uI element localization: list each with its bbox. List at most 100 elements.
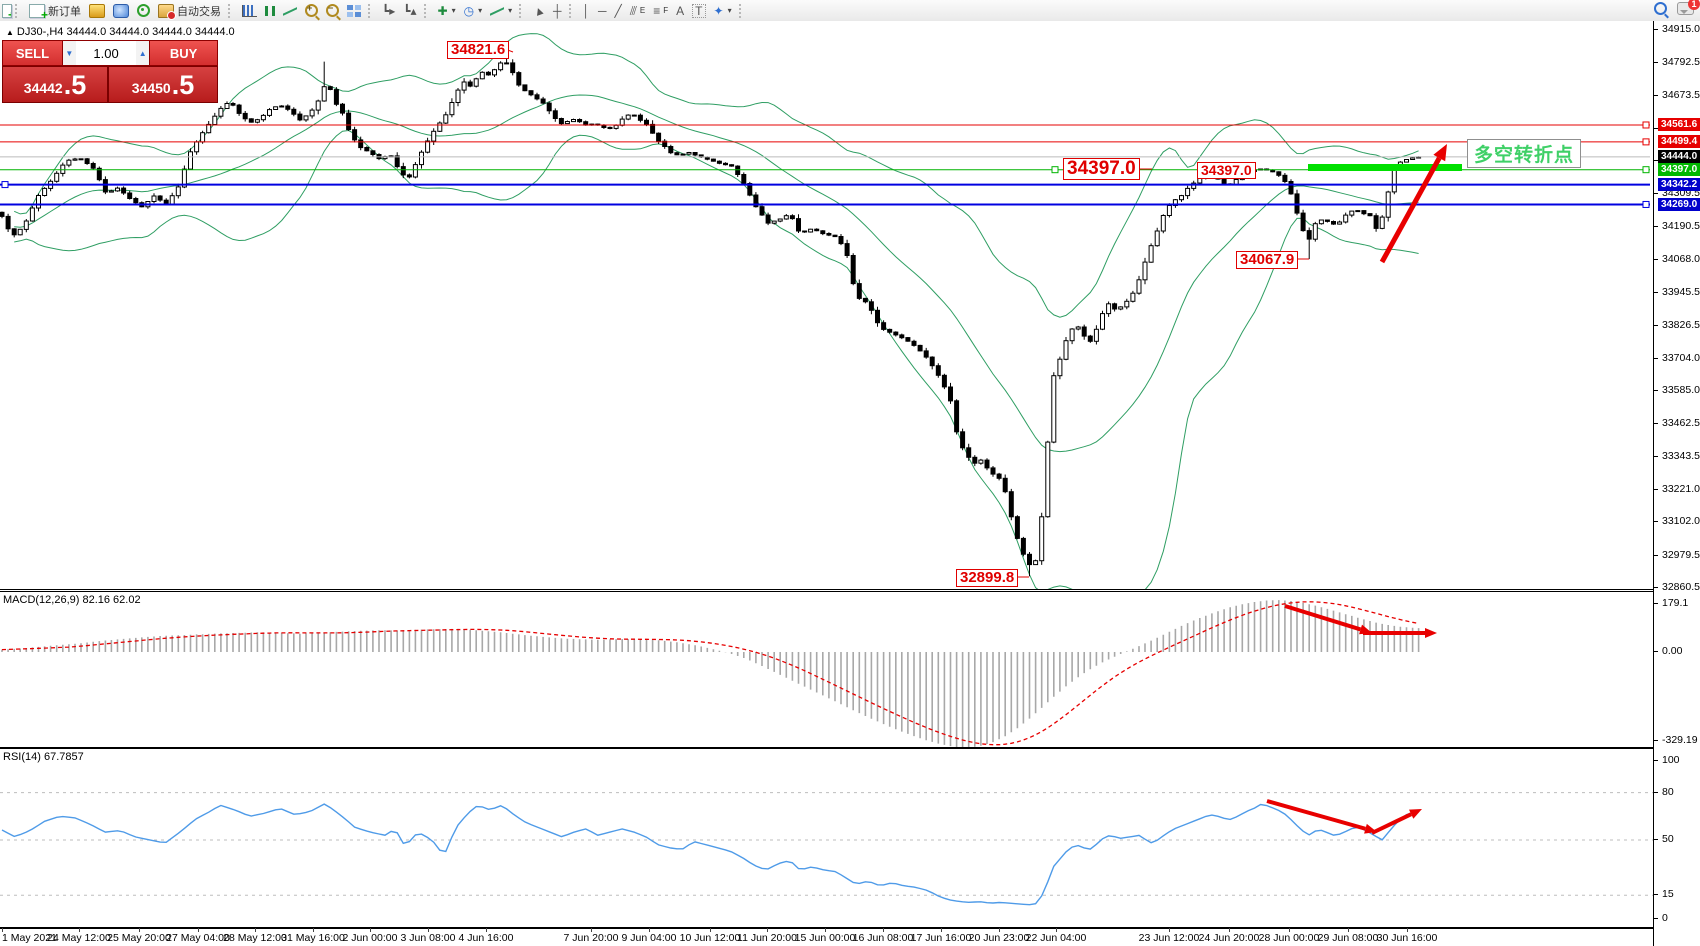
symbol-ohlc-text: DJ30-,H4 34444.0 34444.0 34444.0 34444.0 [16,26,235,38]
volume-decrease-button[interactable]: ▼ [62,41,76,65]
time-axis-label[interactable]: 24 Jun 20:00 [1198,932,1260,944]
time-axis-label[interactable]: 30 Jun 16:00 [1376,932,1438,944]
zoom-in-button[interactable]: + [301,1,322,20]
chart-shift-icon: ┗▸ [382,3,396,18]
price-axis[interactable]: 34915.034792.534673.534551.034432.034309… [1653,21,1700,946]
auto-scroll-button[interactable]: ┗▴ [399,1,420,20]
sell-price-button[interactable]: 34442 .5 [2,66,109,103]
rsi-panel[interactable]: RSI(14) 67.7857 [0,748,1653,929]
time-axis-label[interactable]: 15 Jun 00:00 [794,932,856,944]
vertical-line-icon: │ [582,3,591,18]
volume-input[interactable]: 1.00 [93,45,119,61]
sell-button[interactable]: SELL [2,40,62,66]
zoom-out-button[interactable]: − [322,1,343,20]
new-order-label: 新订单 [48,5,81,18]
y-axis-tick: 33343.5 [1662,449,1700,462]
y-axis-tick: 15 [1662,888,1674,901]
y-axis-tick: 33704.0 [1662,351,1700,364]
time-axis-label[interactable]: 29 Jun 08:00 [1317,932,1379,944]
chart-shift-button[interactable]: ┗▸ [378,1,399,20]
signals-icon [137,4,150,17]
trendline-button[interactable]: ╱ [611,1,626,20]
shapes-button[interactable]: ✦ ▾ [710,1,736,20]
time-axis[interactable]: 1 May 2021 24 May 12:00 25 May 20:00 27 May… [0,928,1653,946]
cursor-button[interactable]: ▲ [529,1,549,20]
time-tick-mark [710,928,711,932]
time-tick-mark [941,928,942,932]
volume-increase-button[interactable]: ▲ [136,41,150,65]
channel-button[interactable]: ⫻ E [626,1,650,20]
price-annotation-label[interactable]: 34821.6 [447,41,510,59]
time-axis-label[interactable]: 9 Jun 04:00 [621,932,677,944]
time-axis-label[interactable]: 7 Jun 20:00 [563,932,619,944]
price-annotation-label[interactable]: 34397.0 [1197,162,1256,179]
toolbar-grip [423,3,431,18]
time-axis-label[interactable]: 11 Jun 20:00 [737,932,797,944]
price-annotation-label[interactable]: 34397.0 [1063,158,1140,180]
chat-icon[interactable]: 1 [1677,0,1700,15]
periods-button[interactable]: ◷ ▾ [460,1,487,20]
gold-button[interactable] [85,1,109,20]
vline-button[interactable]: │ [579,1,595,20]
text-button[interactable]: A [672,1,688,20]
tile-windows-button[interactable] [343,1,365,20]
crosshair-button[interactable]: ┼ [549,1,566,20]
hline-button[interactable]: ─ [594,1,611,20]
time-tick-mark [1169,928,1170,932]
buy-price-button[interactable]: 34450 .5 [108,66,218,103]
new-order-button[interactable]: 新订单 [25,1,85,22]
toolbar-grip [368,3,375,18]
price-annotation-label[interactable]: 32899.8 [956,569,1019,587]
time-axis-label[interactable]: 28 Jun 00:00 [1258,932,1320,944]
auto-trading-button[interactable]: 自动交易 [154,1,225,20]
turning-point-label[interactable]: 多空转折点 [1467,139,1581,168]
line-chart-button[interactable] [279,1,301,20]
main-chart-panel[interactable] [0,21,1653,590]
bar-chart-button[interactable] [238,1,261,20]
time-axis-label[interactable]: 25 May 20:00 [107,932,171,944]
tile-windows-icon [347,4,361,17]
fibonacci-button[interactable]: ≡ F [649,1,672,20]
time-axis-label[interactable]: 20 Jun 23:00 [968,932,1030,944]
candlestick-button[interactable] [261,1,279,20]
y-axis-tick-mark [1654,357,1658,359]
time-tick-mark [313,928,314,932]
time-axis-label[interactable]: 16 Jun 08:00 [852,932,914,944]
chevron-down-icon: ▾ [727,6,732,15]
text-label-icon: T [692,3,706,18]
buy-button[interactable]: BUY [150,40,218,66]
time-axis-label[interactable]: 31 May 16:00 [281,932,345,944]
price-annotation-label[interactable]: 34067.9 [1236,251,1299,269]
time-axis-label[interactable]: 3 Jun 08:00 [400,932,456,944]
templates-button[interactable]: ▾ [486,1,516,20]
text-label-button[interactable]: T [688,1,709,20]
horizontal-line-icon: ─ [598,3,607,18]
time-axis-label[interactable]: 27 May 04:00 [166,932,230,944]
y-axis-tick: 33102.0 [1662,515,1700,528]
y-axis-tick: 32979.5 [1662,548,1700,561]
macd-svg [1,600,1437,747]
signals-button[interactable] [133,1,154,20]
time-axis-label[interactable]: 24 May 12:00 [47,932,111,944]
time-axis-label[interactable]: 2 Jun 00:00 [342,932,398,944]
clock-icon: ◷ [463,3,475,18]
time-tick-mark [767,928,768,932]
time-tick-mark [1289,928,1290,932]
market-watch-button[interactable] [109,1,133,20]
time-axis-label[interactable]: 10 Jun 12:00 [679,932,741,944]
time-tick-mark [486,928,487,932]
time-axis-label[interactable]: 17 Jun 16:00 [910,932,972,944]
time-axis-label[interactable]: 28 May 12:00 [223,932,287,944]
time-tick-mark [255,928,256,932]
y-axis-tick: 33585.0 [1662,384,1700,397]
shapes-icon: ✦ [713,3,724,18]
search-icon[interactable] [1654,2,1667,15]
time-tick-mark [825,928,826,932]
time-axis-label[interactable]: 4 Jun 16:00 [458,932,514,944]
time-axis-label[interactable]: 22 Jun 04:00 [1025,932,1087,944]
macd-label: MACD(12,26,9) 82.16 62.02 [3,594,141,606]
indicators-button[interactable]: ✚ ▾ [434,1,460,20]
macd-panel[interactable]: MACD(12,26,9) 82.16 62.02 [0,591,1653,748]
time-axis-label[interactable]: 1 May 2021 [2,932,57,944]
time-axis-label[interactable]: 23 Jun 12:00 [1138,932,1200,944]
